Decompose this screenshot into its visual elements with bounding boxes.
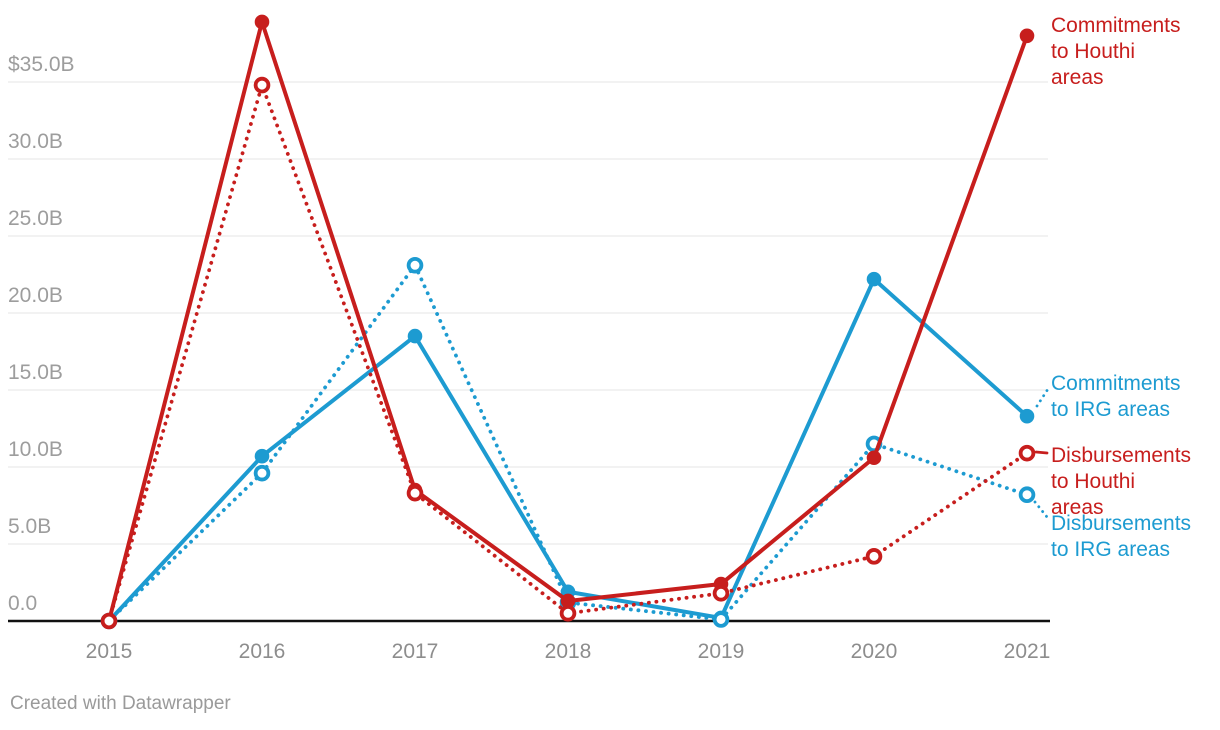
- x-axis-tick-label: 2015: [85, 640, 133, 663]
- series-point-disbursements-irg-2019[interactable]: [712, 611, 730, 628]
- series-line-commitments-irg: [107, 277, 1029, 623]
- series-point-disbursements-houthi-2017[interactable]: [406, 484, 424, 502]
- series-point-disbursements-houthi-2016[interactable]: [253, 76, 271, 94]
- series-label-disbursements-irg: Disbursements to IRG areas: [1051, 512, 1192, 561]
- series-point-commitments-irg-2016[interactable]: [254, 448, 270, 464]
- y-axis-tick-label: 10.0B: [8, 438, 63, 461]
- x-axis-tick-label: 2017: [391, 640, 439, 663]
- x-axis-tick-label: 2020: [850, 640, 898, 663]
- y-axis-tick-label: 30.0B: [8, 130, 63, 153]
- y-axis-tick-label: 25.0B: [8, 207, 63, 230]
- y-axis-tick-label: 0.0: [8, 592, 38, 615]
- series-label-disbursements-houthi: Disbursements to Houthi areas: [1051, 444, 1192, 519]
- series-point-commitments-houthi-2021[interactable]: [1019, 28, 1035, 44]
- series-point-commitments-irg-2021[interactable]: [1019, 408, 1035, 424]
- x-axis-tick-label: 2016: [238, 640, 286, 663]
- y-axis-tick-label: 15.0B: [8, 361, 63, 384]
- series-point-commitments-irg-2017[interactable]: [407, 328, 423, 344]
- y-axis-tick-label: 5.0B: [8, 515, 52, 538]
- label-connector-disbursements-houthi: [1034, 450, 1049, 455]
- series-point-disbursements-houthi-2021[interactable]: [1018, 444, 1036, 462]
- series-line-disbursements-houthi: [107, 83, 1029, 623]
- series-label-commitments-irg: Commitments to IRG areas: [1051, 372, 1181, 421]
- x-axis-tick-label: 2021: [1003, 640, 1051, 663]
- series-point-commitments-houthi-2018[interactable]: [560, 593, 576, 609]
- y-axis-tick-label: $35.0B: [8, 53, 75, 76]
- x-axis-tick-label: 2018: [544, 640, 592, 663]
- x-axis-tick-label: 2019: [697, 640, 745, 663]
- series-point-disbursements-irg-2016[interactable]: [253, 464, 271, 482]
- series-point-commitments-houthi-2016[interactable]: [254, 14, 270, 30]
- label-connector-commitments-irg: [1035, 387, 1050, 408]
- series-point-disbursements-irg-2021[interactable]: [1018, 486, 1036, 504]
- series-point-disbursements-houthi-2020[interactable]: [865, 548, 883, 565]
- series-line-commitments-houthi: [107, 19, 1029, 622]
- series-point-commitments-houthi-2020[interactable]: [866, 450, 882, 466]
- series-point-commitments-irg-2020[interactable]: [866, 271, 882, 287]
- series-point-disbursements-houthi-2015[interactable]: [100, 612, 118, 630]
- series-point-disbursements-irg-2017[interactable]: [406, 256, 424, 274]
- label-connector-disbursements-irg: [1033, 500, 1049, 519]
- y-axis-tick-label: 20.0B: [8, 284, 63, 307]
- series-point-disbursements-houthi-2019[interactable]: [712, 584, 730, 602]
- series-point-disbursements-houthi-2018[interactable]: [559, 604, 577, 622]
- series-line-disbursements-irg: [107, 263, 1029, 623]
- datawrapper-credit: Created with Datawrapper: [10, 693, 231, 714]
- series-label-commitments-houthi: Commitments to Houthi areas: [1051, 14, 1181, 89]
